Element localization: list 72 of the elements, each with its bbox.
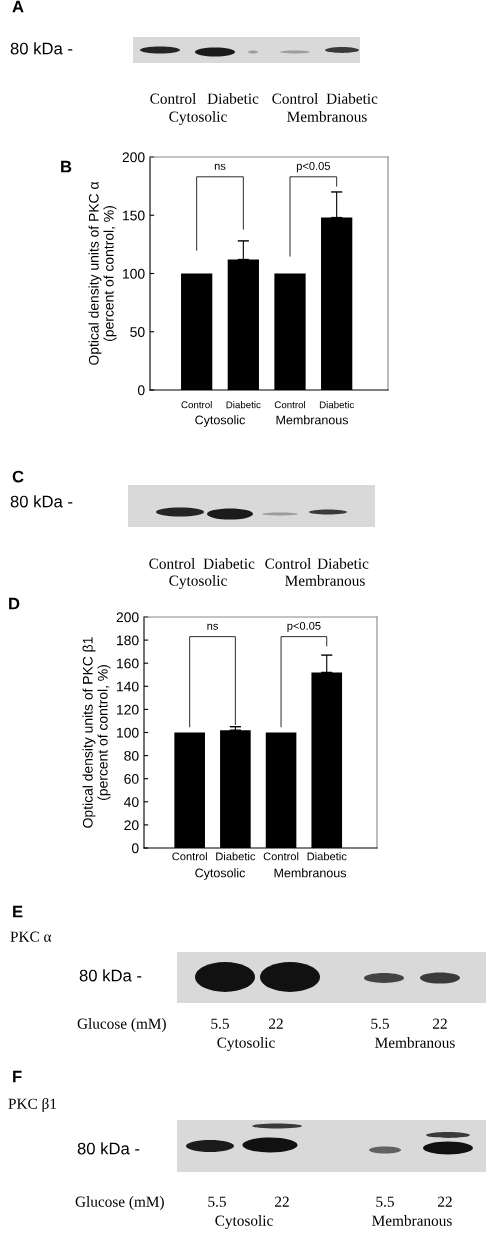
text: 22 xyxy=(433,1018,447,1029)
text: 22 xyxy=(275,1196,289,1207)
text: Membranous xyxy=(375,1037,455,1048)
y-tick-label: 200 xyxy=(116,612,139,623)
y-tick-label: 100 xyxy=(117,727,139,738)
text: 80 kDa - xyxy=(79,969,142,982)
text: F xyxy=(13,1070,22,1083)
text: Cytosolic xyxy=(169,575,227,589)
text: 80 kDa - xyxy=(10,495,73,508)
text: A xyxy=(12,0,24,13)
y-tick-label: 100 xyxy=(123,268,145,279)
text: Control xyxy=(272,93,319,104)
text: Cytosolic xyxy=(195,415,246,427)
y-tick-label: 160 xyxy=(117,658,139,669)
text: Control xyxy=(150,93,197,104)
text: 80 kDa - xyxy=(77,1142,140,1155)
y-tick-label: 0 xyxy=(131,843,139,854)
y-tick-label: 150 xyxy=(123,210,145,221)
x-tick-label: Diabetic xyxy=(216,852,256,861)
text: Membranous xyxy=(274,868,347,878)
y-tick-label: 50 xyxy=(130,327,145,337)
text: C xyxy=(12,470,24,483)
text: 22 xyxy=(438,1196,452,1207)
text: 5.5 xyxy=(371,1018,389,1029)
annotation: ns xyxy=(214,163,226,170)
text: Membranous xyxy=(285,575,365,586)
x-tick-label: Diabetic xyxy=(307,852,347,861)
text: Glucose (mM) xyxy=(77,1018,166,1032)
x-tick-label: Control xyxy=(263,852,299,861)
y-tick-label: 80 xyxy=(124,750,139,761)
y-tick-label: 140 xyxy=(117,681,139,692)
y-tick-label: 180 xyxy=(117,635,139,646)
annotation: ns xyxy=(207,623,218,630)
chart-title: B xyxy=(61,160,72,173)
x-tick-label: Diabetic xyxy=(319,401,354,409)
y-tick-label: 40 xyxy=(124,797,139,807)
text: Control xyxy=(265,558,312,569)
text: Membranous xyxy=(372,1215,452,1226)
text: Membranous xyxy=(287,111,367,122)
text: PKC β1 xyxy=(8,1097,57,1113)
text: PKC α xyxy=(10,931,52,942)
x-tick-label: Control xyxy=(181,401,212,409)
y-tick-label: 120 xyxy=(117,704,139,715)
text: Diabetic xyxy=(317,558,369,569)
text: Diabetic xyxy=(326,93,378,104)
text: E xyxy=(13,905,23,918)
y-tick-label: 60 xyxy=(124,774,139,784)
y-tick-label: 20 xyxy=(124,820,139,831)
x-tick-label: Control xyxy=(274,401,306,409)
text: Cytosolic xyxy=(195,868,246,880)
text: Control xyxy=(149,558,196,569)
chart-title: D xyxy=(9,597,20,610)
text: Membranous xyxy=(276,415,349,425)
x-tick-label: Diabetic xyxy=(226,401,261,409)
text: 5.5 xyxy=(208,1196,226,1207)
x-tick-label: Control xyxy=(172,852,207,861)
y-axis-title: Optical density units of PKC α (percent of control, %) xyxy=(88,181,117,365)
y-axis-title: Optical density units of PKC β1 (percent of control, %) xyxy=(82,637,111,828)
text: Glucose (mM) xyxy=(75,1196,164,1210)
text: 22 xyxy=(269,1018,283,1029)
text: 5.5 xyxy=(376,1196,394,1207)
text: Cytosolic xyxy=(217,1037,275,1051)
text: 5.5 xyxy=(211,1018,229,1029)
text: Diabetic xyxy=(207,93,259,104)
text: Cytosolic xyxy=(215,1215,273,1229)
annotation: p<0.05 xyxy=(287,621,321,633)
y-tick-label: 0 xyxy=(137,385,145,396)
text: Cytosolic xyxy=(169,111,227,125)
annotation: p<0.05 xyxy=(296,162,331,173)
text: 80 kDa - xyxy=(10,42,73,55)
y-tick-label: 200 xyxy=(122,152,145,163)
text: Diabetic xyxy=(203,558,255,569)
